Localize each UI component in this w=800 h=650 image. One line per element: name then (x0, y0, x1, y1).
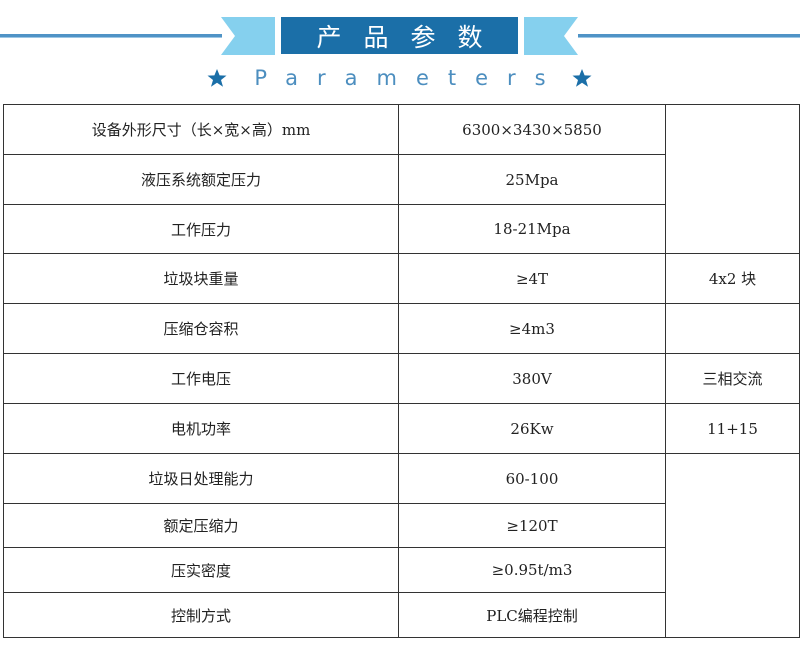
param-label: 控制方式 (3, 592, 399, 638)
param-label: 工作电压 (3, 353, 399, 404)
table-row: 设备外形尺寸（长×宽×高）mm 6300×3430×5850 (3, 104, 800, 254)
page-subtitle: Parameters (254, 66, 565, 90)
param-value: ≥120T (398, 503, 666, 548)
param-label: 压缩仓容积 (3, 303, 399, 354)
param-value: 26Kw (398, 403, 666, 454)
param-label: 垃圾日处理能力 (3, 453, 399, 504)
param-note (665, 303, 800, 354)
header-line-right (578, 34, 800, 38)
ribbon-tail-left (221, 17, 275, 55)
param-note (665, 104, 800, 254)
param-note: 三相交流 (665, 353, 800, 404)
param-value: 380V (398, 353, 666, 404)
star-icon (207, 69, 227, 87)
param-value: ≥0.95t/m3 (398, 547, 666, 593)
param-label: 工作压力 (3, 204, 399, 254)
table-row: 控制方式 PLC编程控制 (3, 592, 800, 638)
param-label: 电机功率 (3, 403, 399, 454)
param-value: PLC编程控制 (398, 592, 666, 638)
param-value: 60-100 (398, 453, 666, 504)
table-row: 工作电压 380V 三相交流 (3, 353, 800, 404)
star-icon (572, 69, 592, 87)
param-note: 4x2 块 (665, 253, 800, 304)
table-row: 垃圾日处理能力 60-100 (3, 453, 800, 638)
param-value: ≥4T (398, 253, 666, 304)
param-label: 垃圾块重量 (3, 253, 399, 304)
table-row: 压实密度 ≥0.95t/m3 (3, 547, 800, 593)
param-value: 25Mpa (398, 154, 666, 205)
header-line-left (0, 34, 222, 38)
page-title: 产品参数 (281, 17, 518, 54)
parameters-table: 设备外形尺寸（长×宽×高）mm 6300×3430×5850 液压系统额定压力 … (3, 104, 800, 638)
param-note: 11+15 (665, 403, 800, 454)
param-value: ≥4m3 (398, 303, 666, 354)
ribbon-tail-right (524, 17, 578, 55)
table-row: 额定压缩力 ≥120T (3, 503, 800, 548)
table-row: 液压系统额定压力 25Mpa (3, 154, 800, 205)
table-row: 压缩仓容积 ≥4m3 (3, 303, 800, 354)
param-value: 18-21Mpa (398, 204, 666, 254)
param-note (665, 453, 800, 638)
table-row: 电机功率 26Kw 11+15 (3, 403, 800, 454)
param-value: 6300×3430×5850 (398, 104, 666, 155)
param-label: 液压系统额定压力 (3, 154, 399, 205)
table-row: 垃圾块重量 ≥4T 4x2 块 (3, 253, 800, 304)
param-label: 设备外形尺寸（长×宽×高）mm (3, 104, 399, 155)
param-label: 压实密度 (3, 547, 399, 593)
param-label: 额定压缩力 (3, 503, 399, 548)
